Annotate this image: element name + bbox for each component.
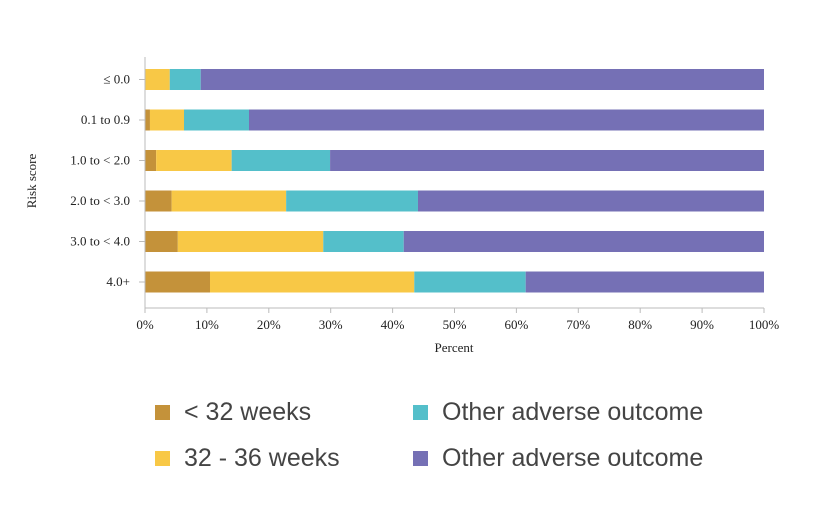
- bar-segment: [414, 271, 526, 293]
- legend-label: Other adverse outcome: [442, 443, 704, 472]
- bar-segment: [525, 271, 764, 293]
- bar-segment: [156, 150, 232, 171]
- x-tick-label: 80%: [628, 317, 652, 332]
- bar-segment: [145, 190, 172, 212]
- y-axis: ≤ 0.0 0.1 to 0.9 1.0 to < 2.0 2.0 to < 3.0 3…: [70, 57, 146, 308]
- legend-label: 32 - 36 weeks: [184, 443, 340, 472]
- x-tick-label: 0%: [136, 317, 154, 332]
- bar-segment: [145, 69, 170, 90]
- bar-segment: [200, 69, 764, 90]
- legend-swatch: [155, 450, 170, 466]
- category-label: 1.0 to < 2.0: [70, 153, 130, 168]
- bar-segment: [183, 109, 249, 131]
- x-tick-label: 50%: [443, 317, 467, 332]
- x-tick-label: 60%: [504, 317, 528, 332]
- bar-segment: [231, 150, 331, 171]
- x-tick-label: 70%: [566, 317, 590, 332]
- x-axis-title: Percent: [435, 340, 474, 355]
- bar-segment: [248, 109, 764, 131]
- legend-item: 32 - 36 weeks: [155, 438, 340, 478]
- bar-segment: [286, 190, 418, 212]
- bars-layer: [145, 69, 764, 293]
- category-label: 2.0 to < 3.0: [70, 193, 130, 208]
- legend-item: < 32 weeks: [155, 392, 311, 432]
- bar-segment: [177, 231, 324, 252]
- bar-segment: [145, 231, 178, 252]
- bar-segment: [209, 271, 415, 293]
- x-tick-label: 100%: [749, 317, 780, 332]
- legend-item: Other adverse outcome: [413, 392, 703, 432]
- legend: < 32 weeks 32 - 36 weeks Other adverse o…: [155, 392, 795, 482]
- legend-item: Other adverse outcome: [413, 438, 703, 478]
- bar-segment: [169, 69, 201, 90]
- legend-label: Other adverse outcome: [442, 397, 704, 426]
- category-label: 0.1 to 0.9: [81, 112, 130, 127]
- bar-segment: [149, 109, 184, 131]
- category-label: 4.0+: [106, 274, 130, 289]
- x-tick-label: 90%: [690, 317, 714, 332]
- legend-swatch: [413, 450, 428, 466]
- category-label: 3.0 to < 4.0: [70, 234, 130, 249]
- x-tick-label: 20%: [257, 317, 281, 332]
- x-axis: 0% 10% 20% 30% 40% 50% 60% 70% 80% 90% 100%: [136, 307, 780, 332]
- bar-segment: [145, 109, 150, 131]
- bar-segment: [145, 271, 210, 293]
- bar-segment: [330, 150, 764, 171]
- y-axis-title: Risk score: [24, 154, 39, 209]
- legend-swatch: [413, 404, 428, 420]
- x-tick-label: 40%: [381, 317, 405, 332]
- legend-label: < 32 weeks: [184, 397, 312, 426]
- bar-segment: [171, 190, 287, 212]
- category-label: ≤ 0.0: [103, 72, 130, 87]
- x-tick-label: 10%: [195, 317, 219, 332]
- bar-segment: [417, 190, 764, 212]
- legend-swatch: [155, 404, 170, 420]
- bar-segment: [403, 231, 764, 252]
- bar-segment: [145, 150, 157, 171]
- bar-segment: [323, 231, 404, 252]
- x-tick-label: 30%: [319, 317, 343, 332]
